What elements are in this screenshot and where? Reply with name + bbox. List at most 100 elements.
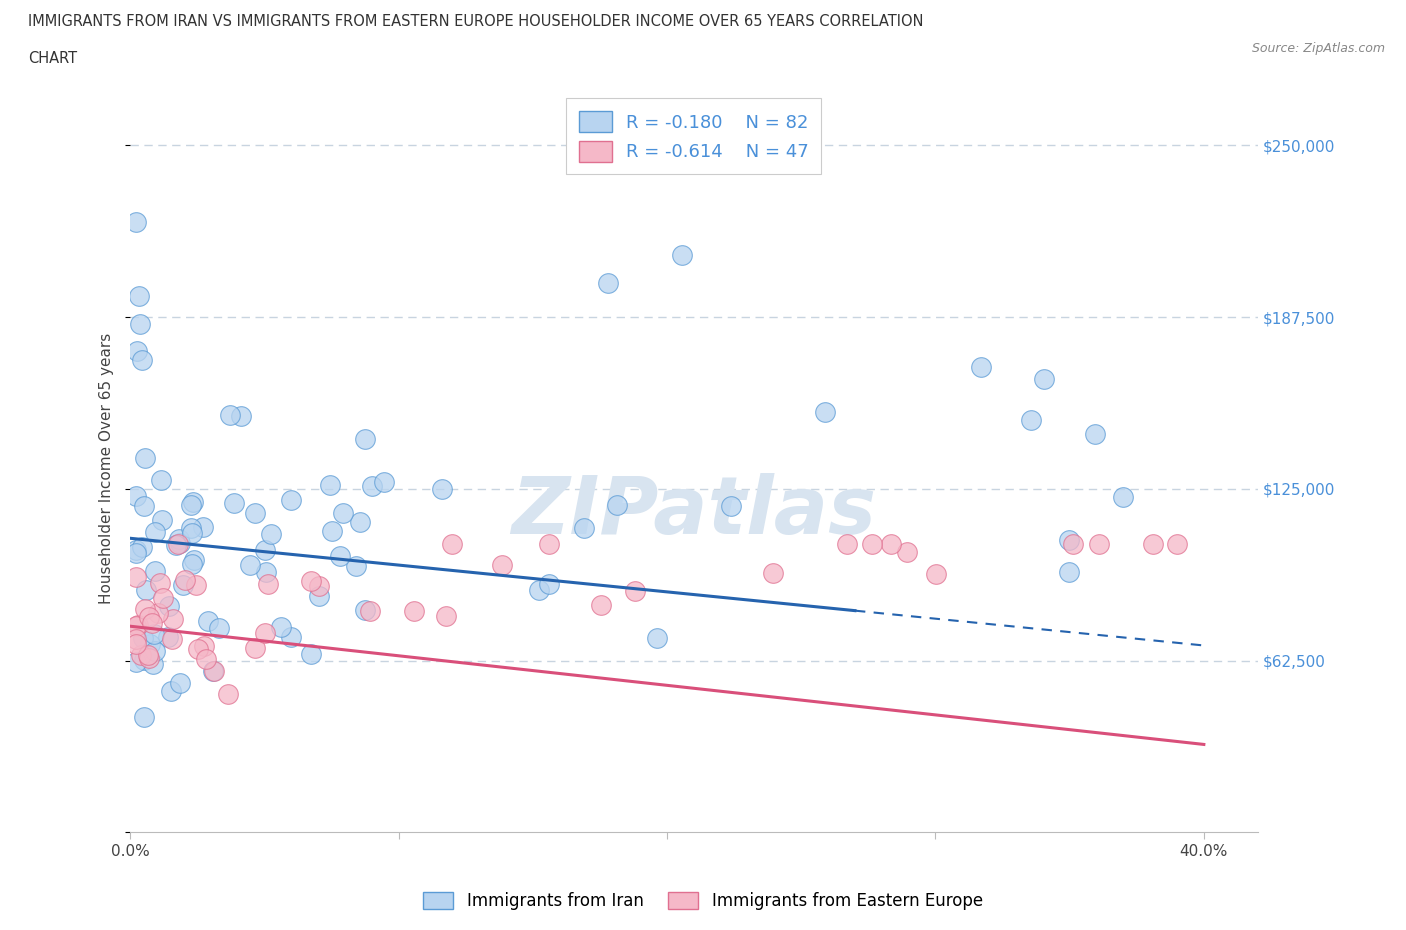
Point	[165, 538, 187, 552]
Point	[1088, 537, 1111, 551]
Point	[193, 638, 215, 653]
Point	[270, 619, 292, 634]
Point	[308, 578, 330, 593]
Point	[880, 537, 903, 551]
Point	[1112, 489, 1135, 504]
Point	[491, 558, 513, 573]
Point	[162, 611, 184, 626]
Point	[187, 642, 209, 657]
Point	[128, 289, 150, 304]
Point	[260, 527, 283, 542]
Point	[141, 616, 163, 631]
Point	[896, 545, 918, 560]
Point	[129, 316, 152, 331]
Point	[360, 479, 382, 494]
Point	[152, 590, 174, 604]
Point	[243, 506, 266, 521]
Point	[134, 450, 156, 465]
Point	[329, 548, 352, 563]
Point	[527, 583, 550, 598]
Point	[257, 577, 280, 591]
Point	[332, 505, 354, 520]
Point	[150, 512, 173, 527]
Point	[134, 602, 156, 617]
Text: IMMIGRANTS FROM IRAN VS IMMIGRANTS FROM EASTERN EUROPE HOUSEHOLDER INCOME OVER 6: IMMIGRANTS FROM IRAN VS IMMIGRANTS FROM …	[28, 14, 924, 29]
Point	[606, 498, 628, 512]
Point	[321, 524, 343, 538]
Point	[254, 565, 277, 579]
Point	[193, 520, 215, 535]
Point	[280, 630, 302, 644]
Point	[373, 475, 395, 490]
Point	[139, 636, 162, 651]
Point	[169, 675, 191, 690]
Point	[143, 563, 166, 578]
Point	[354, 432, 377, 447]
Point	[624, 584, 647, 599]
Point	[1062, 537, 1084, 551]
Point	[125, 636, 148, 651]
Point	[202, 664, 225, 679]
Point	[308, 589, 330, 604]
Point	[349, 514, 371, 529]
Point	[157, 598, 180, 613]
Point	[149, 576, 172, 591]
Point	[645, 631, 668, 645]
Point	[537, 537, 560, 551]
Point	[598, 275, 620, 290]
Point	[1166, 537, 1188, 551]
Point	[1084, 427, 1107, 442]
Point	[136, 647, 159, 662]
Point	[132, 652, 155, 667]
Point	[157, 630, 180, 644]
Point	[254, 626, 277, 641]
Point	[219, 407, 242, 422]
Point	[160, 684, 183, 698]
Point	[125, 215, 148, 230]
Point	[208, 620, 231, 635]
Point	[181, 556, 204, 571]
Point	[359, 604, 381, 619]
Point	[299, 647, 322, 662]
Point	[132, 631, 155, 645]
Point	[167, 532, 190, 547]
Point	[1032, 372, 1054, 387]
Point	[299, 574, 322, 589]
Point	[149, 472, 172, 487]
Point	[125, 655, 148, 670]
Point	[1057, 533, 1080, 548]
Point	[131, 353, 153, 368]
Point	[231, 409, 253, 424]
Point	[925, 566, 948, 581]
Point	[1059, 565, 1081, 579]
Point	[169, 536, 191, 551]
Point	[172, 578, 194, 592]
Point	[671, 247, 693, 262]
Point	[125, 632, 148, 647]
Point	[720, 498, 742, 513]
Point	[762, 565, 785, 580]
Point	[201, 663, 224, 678]
Point	[222, 496, 245, 511]
Legend: Immigrants from Iran, Immigrants from Eastern Europe: Immigrants from Iran, Immigrants from Ea…	[416, 885, 990, 917]
Point	[125, 543, 148, 558]
Point	[860, 537, 883, 551]
Point	[125, 545, 148, 560]
Point	[440, 537, 463, 551]
Point	[402, 604, 425, 618]
Text: Source: ZipAtlas.com: Source: ZipAtlas.com	[1251, 42, 1385, 55]
Point	[167, 537, 190, 551]
Point	[197, 614, 219, 629]
Text: CHART: CHART	[28, 51, 77, 66]
Point	[970, 359, 993, 374]
Point	[135, 582, 157, 597]
Point	[430, 482, 453, 497]
Point	[217, 686, 239, 701]
Point	[239, 557, 262, 572]
Point	[434, 608, 457, 623]
Point	[183, 552, 205, 567]
Point	[129, 648, 152, 663]
Point	[142, 657, 165, 671]
Text: ZIPatlas: ZIPatlas	[512, 472, 876, 551]
Point	[132, 498, 155, 513]
